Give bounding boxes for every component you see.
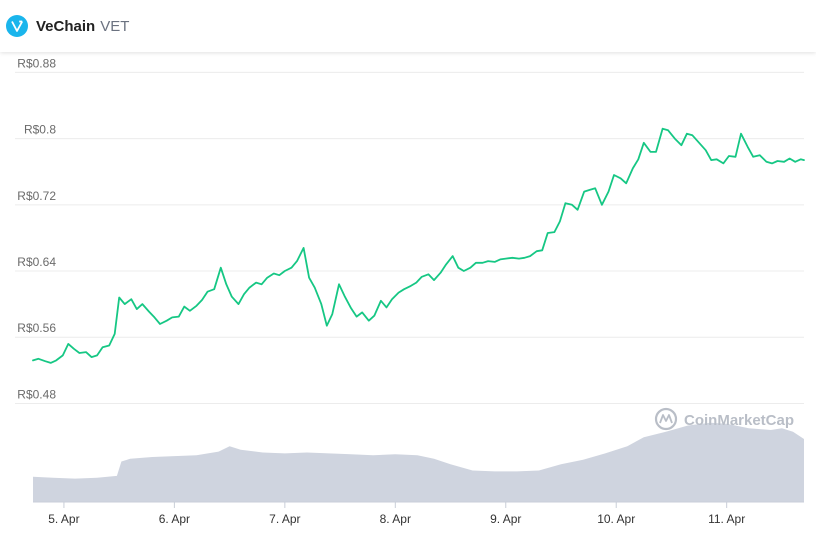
coinmarketcap-logo-icon — [654, 407, 678, 431]
y-tick-label: R$0.72 — [17, 189, 56, 203]
volume-area — [33, 422, 804, 502]
vechain-v-icon — [6, 15, 28, 37]
y-axis: R$0.48 R$0.56 R$0.64 R$0.72 R$0.8 R$0.88 — [17, 56, 56, 401]
volume-layer — [33, 422, 804, 503]
x-axis: 5. Apr 6. Apr 7. Apr 8. Apr 9. Apr 10. Apr 11.… — [48, 502, 745, 526]
vechain-logo-svg — [6, 15, 28, 37]
price-line-series-0[interactable] — [32, 127, 805, 364]
watermark-text: CoinMarketCap — [684, 412, 794, 429]
x-tick-label: 6. Apr — [159, 512, 190, 526]
x-tick-label: 9. Apr — [490, 512, 521, 526]
x-tick-label: 10. Apr — [597, 512, 635, 526]
coin-name: VeChain — [36, 17, 96, 35]
line-layer — [32, 127, 805, 364]
coinmarketcap-watermark: CoinMarketCap — [654, 407, 794, 431]
x-tick-label: 8. Apr — [380, 512, 411, 526]
y-tick-label: R$0.48 — [17, 387, 56, 401]
y-tick-label: R$0.8 — [24, 123, 56, 137]
x-tick-label: 7. Apr — [269, 512, 300, 526]
x-tick-label: 5. Apr — [48, 512, 79, 526]
y-tick-label: R$0.56 — [17, 321, 56, 335]
y-tick-label: R$0.64 — [17, 255, 56, 269]
grid-layer — [15, 71, 804, 404]
x-tick-label: 11. Apr — [708, 512, 745, 526]
coin-header: VeChain VET — [0, 0, 816, 52]
coin-symbol: VET — [100, 17, 130, 35]
y-tick-label: R$0.88 — [17, 56, 56, 70]
